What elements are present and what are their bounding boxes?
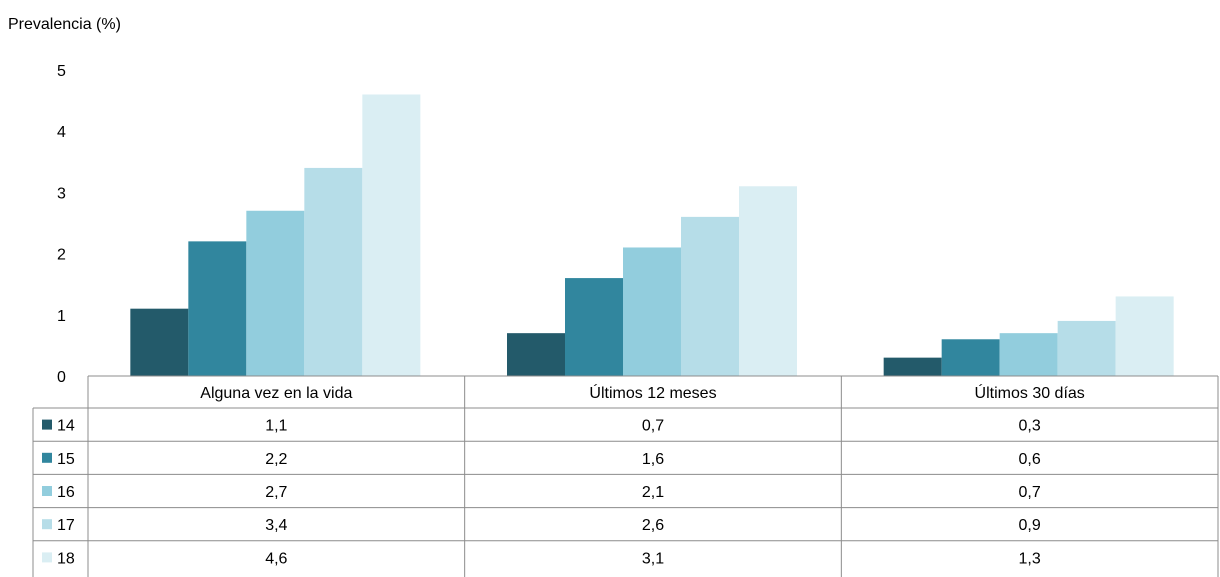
bar-age-14-2	[507, 333, 565, 376]
bar-age-16-1	[246, 210, 305, 376]
data-label: 1,3	[1019, 550, 1041, 567]
legend-key-14	[42, 419, 52, 430]
y-tick-label: 1	[57, 308, 66, 325]
bar-age-16-2	[623, 247, 681, 376]
series-label: 17	[57, 517, 75, 534]
bar-age-17-2	[681, 216, 739, 376]
series-label: 15	[57, 451, 75, 468]
category-label: Últimos 30 días	[975, 383, 1085, 402]
bar-age-15-1	[188, 241, 247, 376]
category-labels: Alguna vez en la vida Últimos 12 meses Últ…	[200, 383, 1085, 402]
category-label: Últimos 12 meses	[589, 383, 716, 402]
data-table-rows: 14 1,1 0,7 0,3 15 2,2 1,6 0,6 16 2,7 2,1 0,7 17 3,4 2,…	[42, 418, 1041, 567]
bar-age-18-1	[362, 94, 421, 376]
data-label: 0,6	[1019, 451, 1041, 468]
legend-key-16	[42, 486, 52, 496]
legend-key-15	[42, 452, 52, 463]
bar-groups	[130, 94, 1174, 376]
y-tick-label: 5	[57, 63, 66, 80]
data-table-grid	[32, 375, 1219, 577]
data-label: 3,4	[265, 517, 287, 534]
data-label: 1,1	[265, 418, 287, 435]
data-label: 2,1	[642, 484, 664, 501]
bar-age-18-2	[739, 186, 797, 376]
y-tick-label: 2	[57, 247, 66, 264]
bar-age-15-2	[565, 278, 623, 376]
data-label: 0,3	[1019, 418, 1041, 435]
data-label: 2,7	[265, 484, 287, 501]
bar-age-17-1	[304, 167, 363, 376]
data-label: 0,9	[1019, 517, 1041, 534]
data-label: 2,2	[265, 451, 287, 468]
series-label: 16	[57, 484, 75, 501]
y-tick-label: 0	[57, 369, 66, 386]
data-label: 3,1	[642, 550, 664, 567]
bar-age-16-3	[999, 333, 1058, 376]
y-tick-label: 4	[57, 124, 66, 141]
bar-age-18-3	[1115, 296, 1174, 376]
y-tick-label: 3	[57, 185, 66, 202]
y-axis-title: Prevalencia (%)	[8, 16, 121, 33]
data-label: 0,7	[1019, 484, 1041, 501]
bar-age-17-3	[1057, 320, 1116, 376]
data-label: 4,6	[265, 550, 287, 567]
category-label: Alguna vez en la vida	[200, 385, 352, 402]
series-label: 18	[57, 550, 75, 567]
bar-age-14-3	[883, 357, 942, 376]
data-label: 1,6	[642, 451, 664, 468]
legend-key-18	[42, 552, 52, 563]
bar-age-14-1	[130, 308, 189, 376]
y-tick-labels: 0 1 2 3 4 5	[57, 63, 66, 386]
series-label: 14	[57, 418, 75, 435]
data-label: 0,7	[642, 418, 664, 435]
bar-age-15-3	[941, 339, 1000, 376]
legend-key-17	[42, 519, 52, 530]
data-label: 2,6	[642, 517, 664, 534]
